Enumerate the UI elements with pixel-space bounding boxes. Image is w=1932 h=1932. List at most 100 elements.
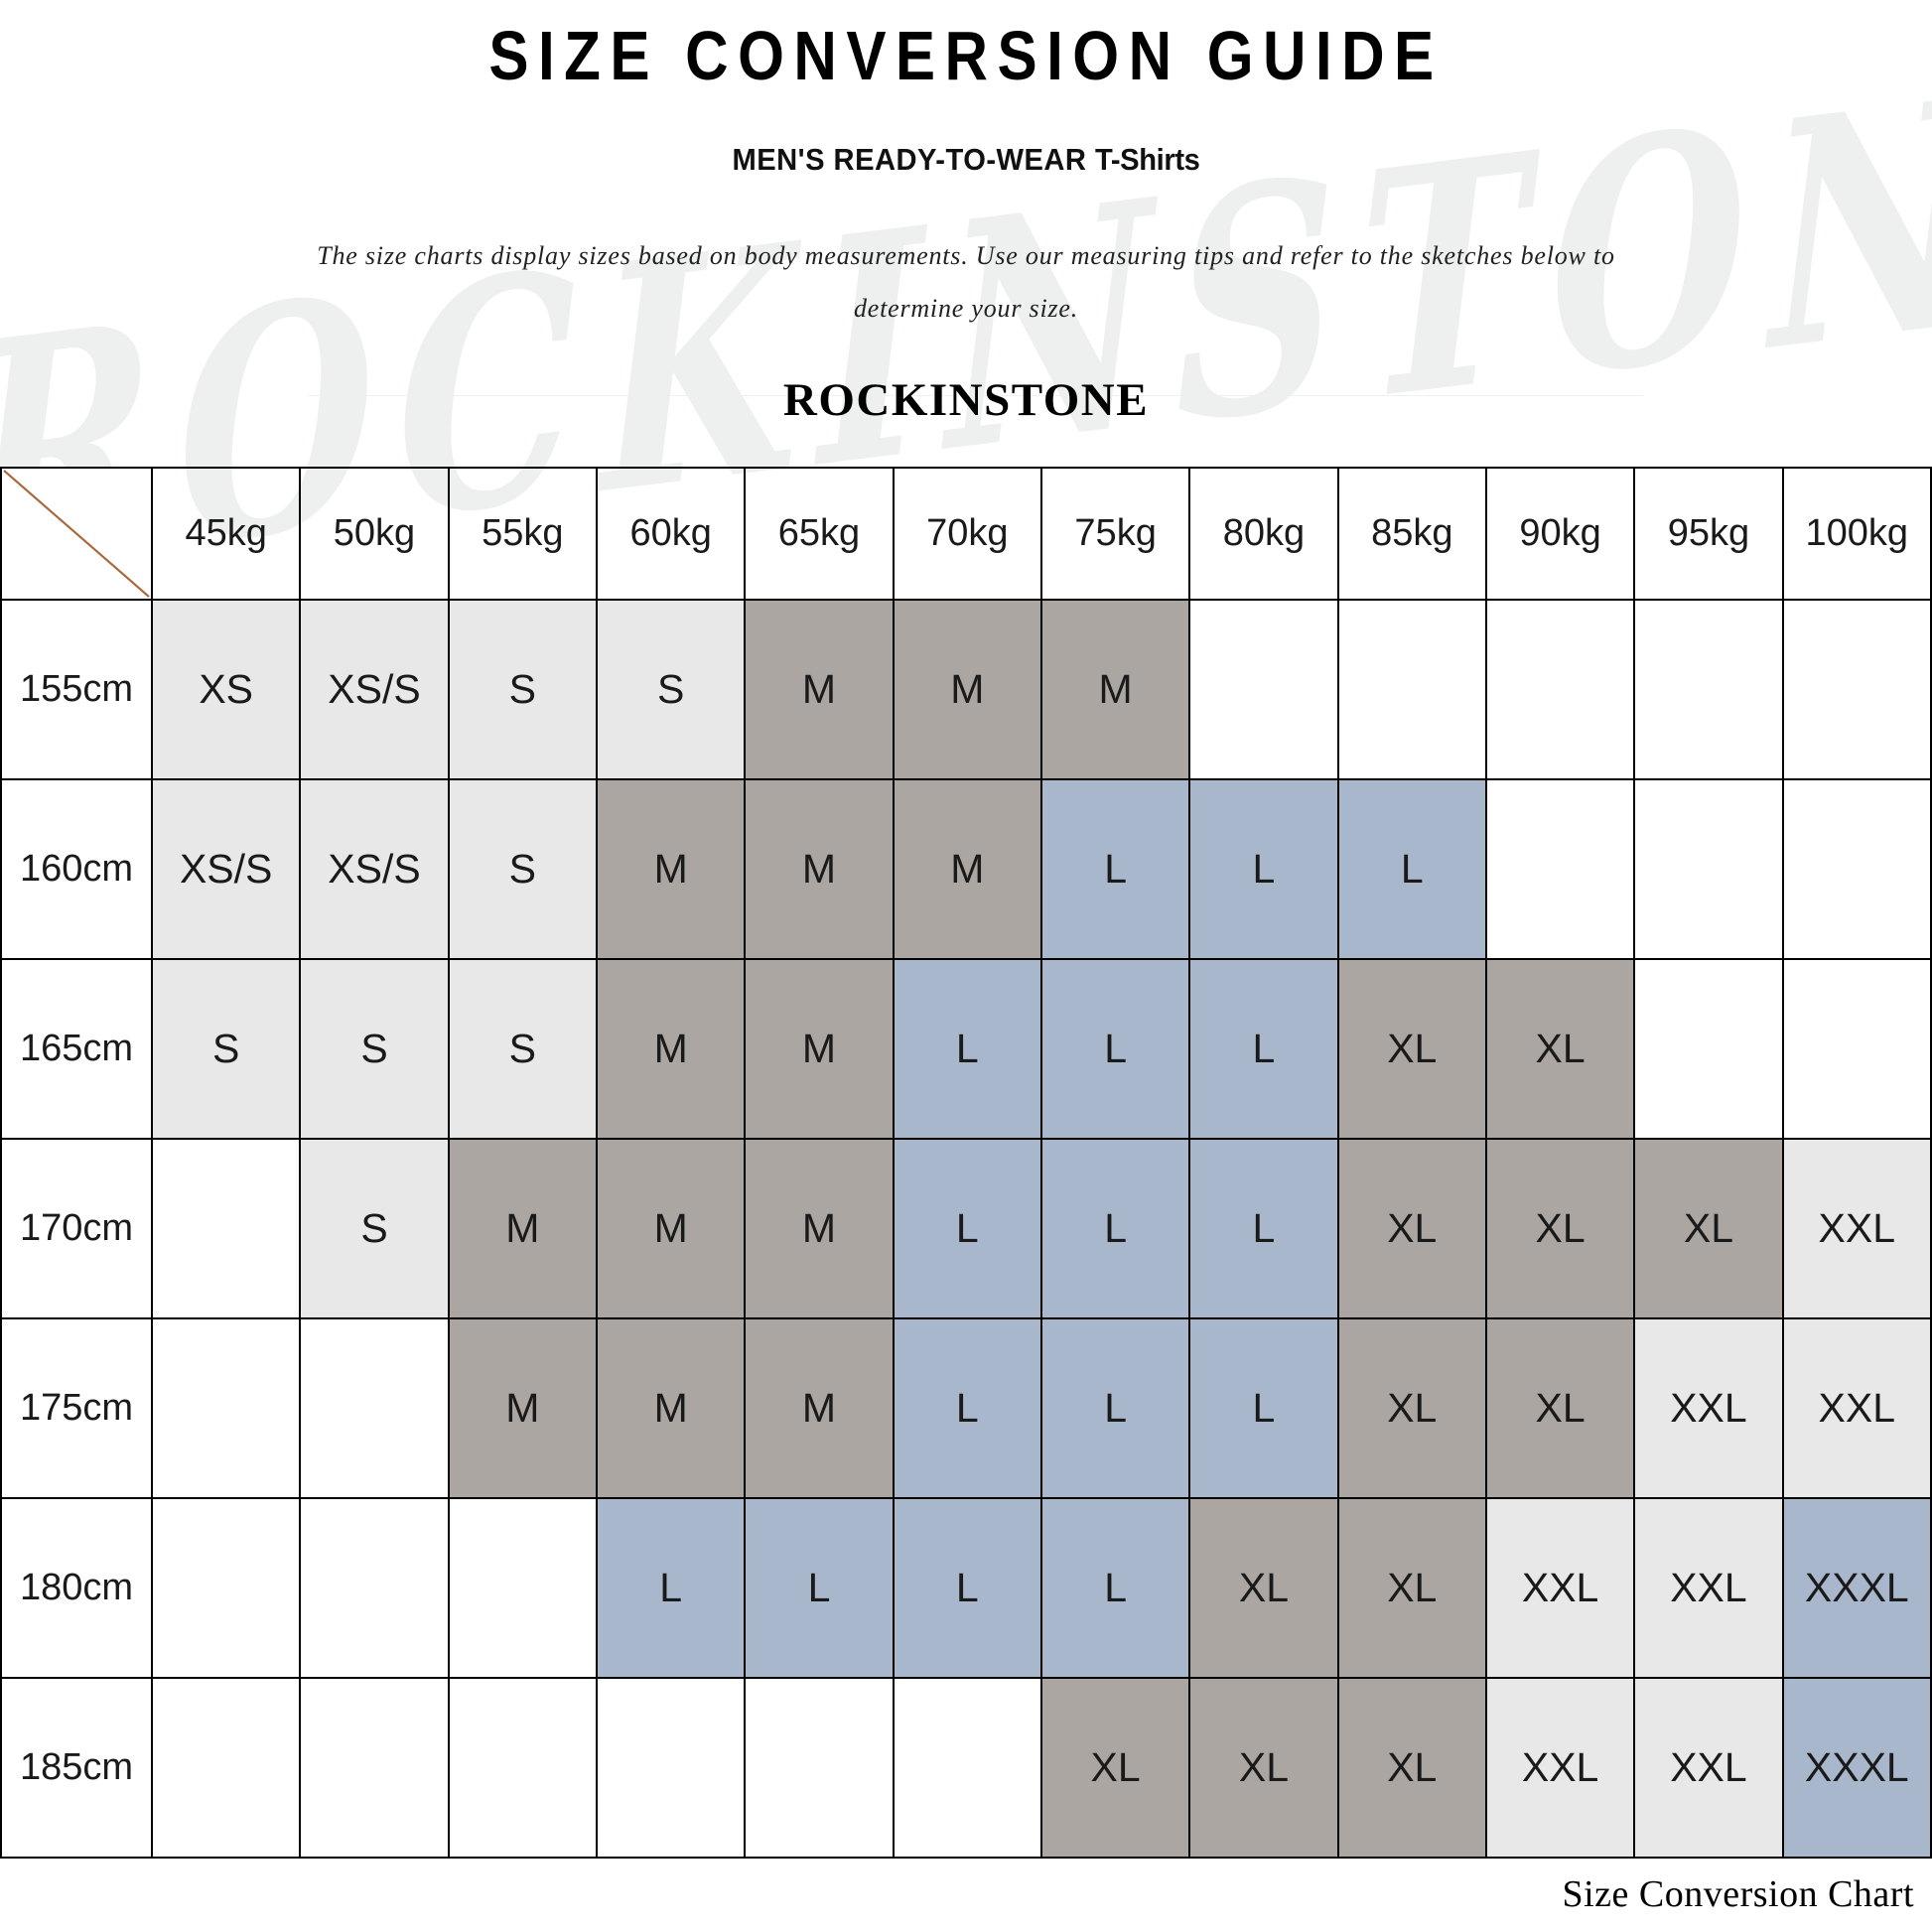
size-cell: XXL <box>1633 1496 1784 1679</box>
column-header-80kg: 80kg <box>1188 466 1339 601</box>
table-row: 155cm XS XS/S S S M M M <box>0 598 1932 780</box>
table-row: 160cm XS/S XS/S S M M M L L L <box>0 777 1932 960</box>
size-cell: XXL <box>1781 1137 1932 1319</box>
size-cell: XL <box>1336 1137 1487 1319</box>
size-cell: L <box>1188 777 1339 960</box>
size-cell: M <box>447 1316 598 1499</box>
size-cell: XL <box>1633 1137 1784 1319</box>
size-cell: M <box>595 1137 747 1319</box>
size-cell: L <box>1188 957 1339 1140</box>
size-cell: XL <box>1039 1676 1191 1859</box>
table-row: 165cm S S S M M L L L XL XL <box>0 957 1932 1140</box>
size-cell: XXL <box>1633 1676 1784 1859</box>
size-cell: M <box>595 957 747 1140</box>
size-cell: L <box>1039 1316 1191 1499</box>
size-cell: XL <box>1336 957 1487 1140</box>
size-cell <box>892 1676 1042 1859</box>
size-cell: S <box>447 777 598 960</box>
size-cell: M <box>744 598 895 780</box>
size-cell: L <box>595 1496 747 1679</box>
size-cell: XL <box>1336 1676 1487 1859</box>
table-header-row: 45kg 50kg 55kg 60kg 65kg 70kg 75kg 80kg 85kg 90kg… <box>0 466 1932 601</box>
size-cell: M <box>1039 598 1191 780</box>
column-header-95kg: 95kg <box>1633 466 1784 601</box>
size-table-container: 45kg 50kg 55kg 60kg 65kg 70kg 75kg 80kg 85kg 90kg… <box>0 466 1932 1859</box>
size-cell: L <box>1336 777 1487 960</box>
size-cell: XL <box>1484 957 1636 1140</box>
size-cell: M <box>595 777 747 960</box>
size-cell <box>447 1496 598 1679</box>
watermark-divider-line <box>308 395 1643 396</box>
column-header-75kg: 75kg <box>1039 466 1191 601</box>
column-header-90kg: 90kg <box>1484 466 1636 601</box>
size-cell: M <box>744 777 895 960</box>
size-cell <box>744 1676 895 1859</box>
size-cell: S <box>150 957 302 1140</box>
subtitle-category: T-Shirts <box>1095 142 1200 177</box>
size-cell <box>1781 777 1932 960</box>
description-text: The size charts display sizes based on b… <box>317 241 1615 324</box>
row-header-160cm: 160cm <box>0 777 153 960</box>
size-cell: M <box>447 1137 598 1319</box>
size-cell: XXL <box>1484 1676 1636 1859</box>
table-body: 155cm XS XS/S S S M M M 160cm XS/S XS/S S M M M L L L 165c… <box>0 598 1932 1859</box>
column-header-45kg: 45kg <box>150 466 302 601</box>
size-cell: XL <box>1336 1496 1487 1679</box>
column-header-65kg: 65kg <box>744 466 895 601</box>
size-cell <box>1781 957 1932 1140</box>
size-cell: XS <box>150 598 302 780</box>
size-cell <box>150 1496 302 1679</box>
size-conversion-table: 45kg 50kg 55kg 60kg 65kg 70kg 75kg 80kg 85kg 90kg… <box>0 466 1932 1859</box>
size-cell: L <box>744 1496 895 1679</box>
column-header-85kg: 85kg <box>1336 466 1487 601</box>
size-cell <box>1484 777 1636 960</box>
column-header-70kg: 70kg <box>892 466 1042 601</box>
size-cell: XXXL <box>1781 1676 1932 1859</box>
row-header-155cm: 155cm <box>0 598 153 780</box>
size-cell <box>150 1316 302 1499</box>
column-header-50kg: 50kg <box>299 466 450 601</box>
size-cell: XL <box>1484 1137 1636 1319</box>
size-cell <box>1781 598 1932 780</box>
size-cell: XXXL <box>1781 1496 1932 1679</box>
size-cell: XS/S <box>299 598 450 780</box>
size-cell <box>1336 598 1487 780</box>
size-cell: XXL <box>1633 1316 1784 1499</box>
table-row: 170cm S M M M L L L XL XL XL XXL <box>0 1137 1932 1319</box>
size-cell: L <box>1039 1496 1191 1679</box>
size-cell: L <box>1188 1137 1339 1319</box>
size-cell: M <box>595 1316 747 1499</box>
table-row: 185cm XL XL XL XXL XXL XXXL <box>0 1676 1932 1859</box>
size-cell: XS/S <box>299 777 450 960</box>
page-subtitle: MEN'S READY-TO-WEAR T-Shirts <box>58 142 1873 178</box>
size-cell: S <box>299 957 450 1140</box>
size-cell <box>150 1137 302 1319</box>
size-cell: L <box>1039 957 1191 1140</box>
size-cell <box>1633 777 1784 960</box>
size-cell: L <box>892 957 1042 1140</box>
size-cell: M <box>744 1316 895 1499</box>
chart-caption: Size Conversion Chart <box>1562 1873 1914 1915</box>
size-cell <box>1188 598 1339 780</box>
size-cell: XL <box>1188 1676 1339 1859</box>
size-cell: S <box>595 598 747 780</box>
size-cell: L <box>892 1137 1042 1319</box>
diagonal-slash-icon <box>3 469 150 598</box>
size-cell: S <box>299 1137 450 1319</box>
size-cell <box>447 1676 598 1859</box>
size-cell: XL <box>1336 1316 1487 1499</box>
corner-cell-diagonal <box>0 466 153 601</box>
table-row: 180cm L L L L XL XL XXL XXL XXXL <box>0 1496 1932 1679</box>
row-header-180cm: 180cm <box>0 1496 153 1679</box>
size-cell: L <box>892 1496 1042 1679</box>
size-cell: L <box>1039 1137 1191 1319</box>
size-cell: XXL <box>1484 1496 1636 1679</box>
size-cell: L <box>892 1316 1042 1499</box>
size-cell <box>150 1676 302 1859</box>
header-block: SIZE CONVERSION GUIDE MEN'S READY-TO-WEA… <box>0 0 1932 427</box>
page-title: SIZE CONVERSION GUIDE <box>488 17 1444 94</box>
column-header-100kg: 100kg <box>1781 466 1932 601</box>
size-cell: L <box>1188 1316 1339 1499</box>
size-cell <box>299 1496 450 1679</box>
